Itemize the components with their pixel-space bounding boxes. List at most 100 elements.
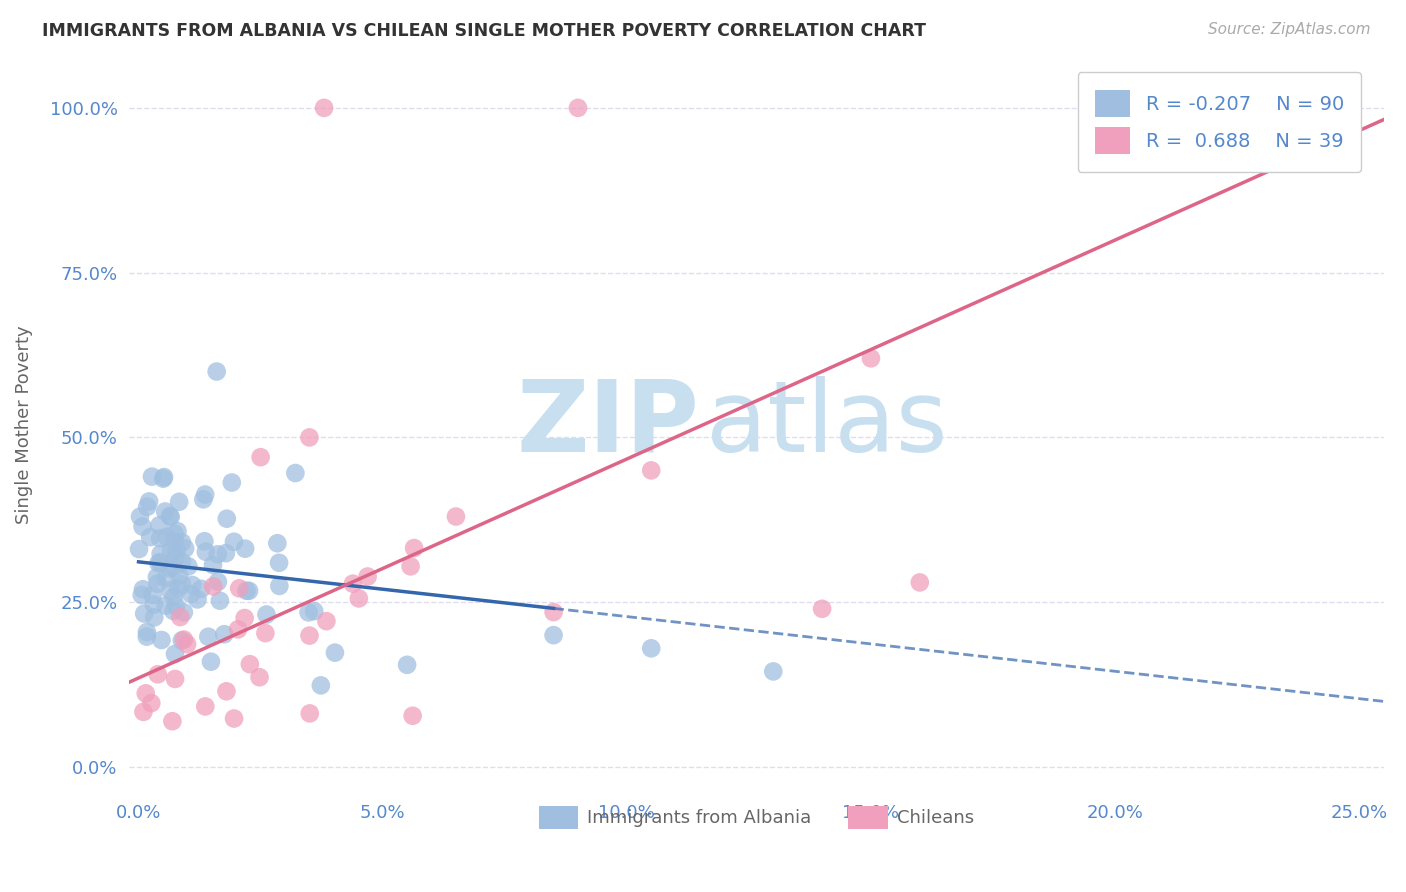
Point — [811, 602, 834, 616]
Point — [298, 629, 321, 643]
Point — [148, 518, 170, 533]
Point — [132, 582, 155, 597]
Point — [163, 561, 186, 575]
Point — [190, 582, 212, 596]
Legend: Immigrants from Albania, Chileans: Immigrants from Albania, Chileans — [531, 798, 981, 836]
Point — [159, 508, 181, 523]
Point — [205, 364, 228, 378]
Text: Source: ZipAtlas.com: Source: ZipAtlas.com — [1208, 22, 1371, 37]
Point — [235, 583, 257, 598]
Point — [193, 534, 215, 549]
Point — [543, 605, 565, 619]
Point — [173, 632, 195, 647]
Point — [143, 610, 166, 624]
Point — [297, 605, 319, 619]
Point — [169, 610, 191, 624]
Point — [152, 472, 174, 486]
Point — [131, 519, 153, 533]
Point — [141, 696, 163, 710]
Point — [215, 684, 238, 698]
Point — [134, 607, 156, 621]
Point — [162, 604, 184, 618]
Point — [200, 655, 222, 669]
Point — [404, 541, 426, 555]
Point — [170, 633, 193, 648]
Point — [214, 627, 236, 641]
Point — [323, 646, 346, 660]
Point — [163, 647, 186, 661]
Point — [197, 630, 219, 644]
Point — [859, 351, 882, 366]
Point — [155, 571, 177, 585]
Point — [177, 559, 200, 574]
Point — [135, 630, 157, 644]
Point — [202, 579, 225, 593]
Point — [233, 541, 256, 556]
Point — [159, 509, 181, 524]
Point — [181, 578, 204, 592]
Point — [222, 712, 245, 726]
Point — [155, 504, 177, 518]
Point — [249, 670, 271, 684]
Point — [159, 561, 181, 575]
Point — [149, 555, 172, 569]
Point — [233, 611, 256, 625]
Point — [267, 556, 290, 570]
Point — [298, 430, 321, 444]
Point — [193, 492, 215, 507]
Point — [444, 509, 467, 524]
Point — [208, 593, 231, 607]
Point — [169, 568, 191, 582]
Point — [239, 657, 262, 672]
Point — [160, 543, 183, 558]
Point — [166, 524, 188, 539]
Point — [238, 583, 260, 598]
Point — [249, 450, 271, 465]
Point — [194, 545, 217, 559]
Point — [159, 583, 181, 598]
Point — [153, 470, 176, 484]
Point — [172, 555, 194, 569]
Point — [135, 625, 157, 640]
Point — [173, 605, 195, 619]
Point — [309, 678, 332, 692]
Point — [176, 637, 198, 651]
Point — [256, 607, 278, 622]
Point — [170, 577, 193, 591]
Point — [149, 532, 172, 546]
Point — [142, 588, 165, 602]
Point — [640, 463, 662, 477]
Point — [226, 623, 249, 637]
Point — [222, 534, 245, 549]
Point — [315, 614, 337, 628]
Point — [201, 558, 224, 572]
Point — [148, 556, 170, 570]
Point — [298, 706, 321, 721]
Point — [342, 576, 364, 591]
Point — [215, 546, 238, 560]
Point — [167, 582, 190, 596]
Point — [640, 641, 662, 656]
Point — [146, 570, 169, 584]
Point — [155, 599, 177, 613]
Point — [194, 487, 217, 501]
Point — [543, 628, 565, 642]
Point — [129, 509, 152, 524]
Point — [186, 592, 208, 607]
Point — [165, 672, 187, 686]
Point — [156, 530, 179, 544]
Point — [402, 708, 425, 723]
Point — [128, 542, 150, 557]
Point — [356, 569, 378, 583]
Point — [207, 574, 229, 589]
Point — [266, 536, 288, 550]
Point — [132, 705, 155, 719]
Point — [136, 500, 159, 514]
Point — [269, 579, 291, 593]
Point — [141, 469, 163, 483]
Point — [170, 535, 193, 549]
Text: IMMIGRANTS FROM ALBANIA VS CHILEAN SINGLE MOTHER POVERTY CORRELATION CHART: IMMIGRANTS FROM ALBANIA VS CHILEAN SINGL… — [42, 22, 927, 40]
Text: ZIP: ZIP — [517, 376, 700, 473]
Point — [254, 626, 277, 640]
Point — [762, 665, 785, 679]
